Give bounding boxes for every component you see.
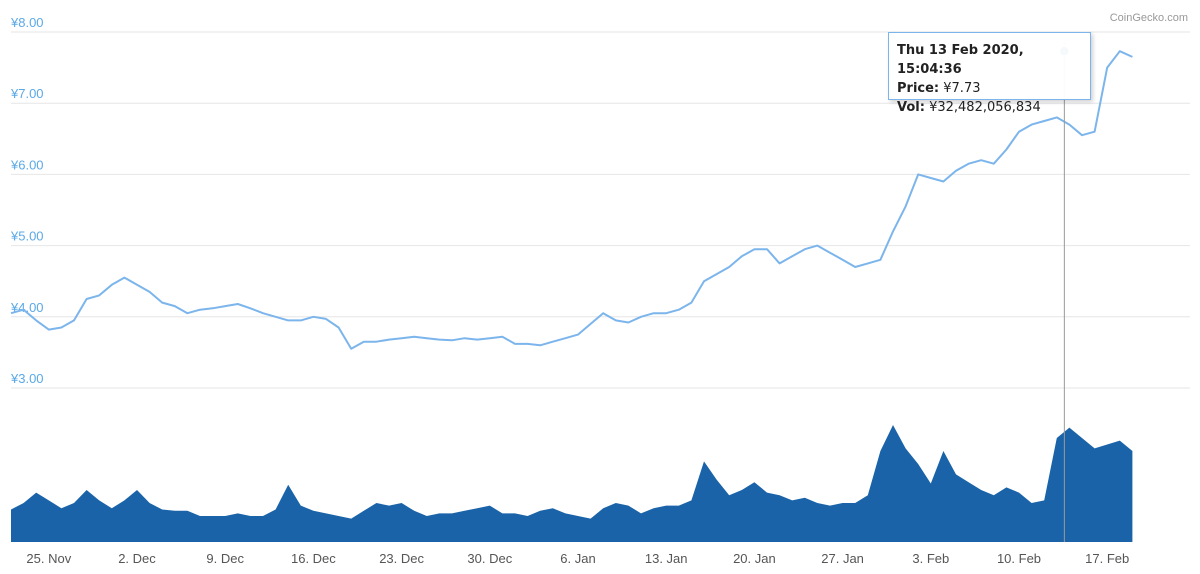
- y-axis-labels: ¥3.00¥4.00¥5.00¥6.00¥7.00¥8.00: [10, 15, 44, 386]
- volume-chart: [11, 425, 1133, 542]
- x-tick-label: 30. Dec: [467, 551, 512, 566]
- x-tick-label: 27. Jan: [821, 551, 864, 566]
- x-axis-labels: 25. Nov 2. Dec 9. Dec 16. Dec 23. Dec 30. Dec…: [26, 551, 1129, 566]
- x-tick-label: 25. Nov: [26, 551, 71, 566]
- x-tick-label: 6. Jan: [560, 551, 595, 566]
- x-tick-label: 9. Dec: [206, 551, 244, 566]
- price-line-chart: [10, 50, 1133, 350]
- x-tick-label: 16. Dec: [291, 551, 336, 566]
- volume-series-area: [11, 425, 1133, 542]
- price-tooltip: Thu 13 Feb 2020, 15:04:36 Price: ¥7.73 V…: [888, 32, 1091, 115]
- tooltip-price-label: Price:: [897, 81, 940, 96]
- y-tick-label: ¥6.00: [10, 157, 44, 172]
- y-tick-label: ¥8.00: [10, 15, 44, 30]
- tooltip-vol-row: Vol: ¥32,482,056,834: [897, 98, 1082, 117]
- y-tick-label: ¥3.00: [10, 371, 44, 386]
- tooltip-price-row: Price: ¥7.73: [897, 79, 1082, 98]
- x-tick-label: 2. Dec: [118, 551, 156, 566]
- x-tick-label: 3. Feb: [912, 551, 949, 566]
- x-tick-label: 13. Jan: [645, 551, 688, 566]
- grid-lines: [11, 31, 1190, 389]
- tooltip-date: Thu 13 Feb 2020, 15:04:36: [897, 43, 1024, 77]
- x-tick-label: 20. Jan: [733, 551, 776, 566]
- tooltip-price-value: ¥7.73: [943, 81, 981, 96]
- tooltip-vol-label: Vol:: [897, 100, 925, 115]
- price-series-line: [10, 50, 1133, 350]
- credit-label[interactable]: CoinGecko.com: [1110, 12, 1188, 24]
- x-tick-label: 10. Feb: [997, 551, 1041, 566]
- x-tick-label: 17. Feb: [1085, 551, 1129, 566]
- y-tick-label: ¥5.00: [10, 229, 44, 244]
- y-tick-label: ¥7.00: [10, 86, 44, 101]
- tooltip-vol-value: ¥32,482,056,834: [929, 100, 1041, 115]
- x-tick-label: 23. Dec: [379, 551, 424, 566]
